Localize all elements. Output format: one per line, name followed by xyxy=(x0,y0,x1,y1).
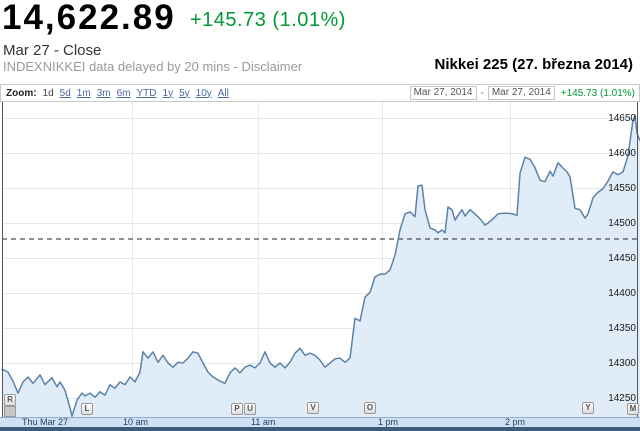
svg-text:14500: 14500 xyxy=(608,218,636,229)
time-axis-label-10-am: 10 am xyxy=(123,417,149,427)
svg-text:14250: 14250 xyxy=(608,393,636,404)
svg-text:14650: 14650 xyxy=(608,113,636,124)
zoom-range-ytd[interactable]: YTD xyxy=(136,87,157,99)
news-flag-y[interactable]: Y xyxy=(582,402,594,414)
svg-text:14300: 14300 xyxy=(608,358,636,369)
news-flag-l[interactable]: L xyxy=(81,403,93,415)
zoom-range-6m[interactable]: 6m xyxy=(116,87,131,99)
zoom-range-all[interactable]: All xyxy=(217,87,229,99)
svg-text:14400: 14400 xyxy=(608,288,636,299)
date-range-separator: - xyxy=(480,87,484,99)
delay-note-text: INDEXNIKKEI data delayed by 20 mins - xyxy=(3,59,242,74)
news-flag-r[interactable]: R xyxy=(4,394,16,406)
range-slider-edge xyxy=(0,427,640,431)
range-change-value: +145.73 (1.01%) xyxy=(560,87,635,99)
zoom-range-links: 1d 5d 1m 3m 6m YTD 1y 5y 10y All xyxy=(43,88,235,99)
time-axis-label-2-pm: 2 pm xyxy=(505,417,526,427)
news-flag-v[interactable]: V xyxy=(307,402,319,414)
time-axis-strip: Thu Mar 27 10 am 11 am 1 pm 2 pm xyxy=(0,417,640,427)
disclaimer-link[interactable]: Disclaimer xyxy=(241,59,303,74)
chart-toolbar: Zoom: 1d 5d 1m 3m 6m YTD 1y 5y 10y All Mar 27, 20… xyxy=(0,84,640,102)
session-label: Mar 27 - Close xyxy=(3,42,102,59)
svg-text:14600: 14600 xyxy=(608,148,636,159)
zoom-range-1y[interactable]: 1y xyxy=(162,87,174,99)
zoom-range-1m[interactable]: 1m xyxy=(76,87,91,99)
time-axis-label-11-am: 11 am xyxy=(251,417,276,427)
chart-caption: Nikkei 225 (27. března 2014) xyxy=(434,56,633,73)
date-from-field[interactable]: Mar 27, 2014 xyxy=(409,86,477,100)
last-price: 14,622.89 xyxy=(2,0,176,37)
svg-text:14450: 14450 xyxy=(608,253,636,264)
zoom-range-5y[interactable]: 5y xyxy=(179,87,190,99)
chart-canvas: 14650 14600 14550 14500 14450 14400 14350 14300… xyxy=(1,102,640,417)
delay-note: INDEXNIKKEI data delayed by 20 mins - Di… xyxy=(3,59,302,74)
news-flag-pole-r[interactable] xyxy=(4,406,16,417)
price-change: +145.73 (1.01%) xyxy=(190,9,346,31)
time-axis-label-1-pm: 1 pm xyxy=(378,417,399,427)
zoom-range-3m[interactable]: 3m xyxy=(96,87,111,99)
zoom-range-1d[interactable]: 1d xyxy=(42,87,54,99)
date-to-field[interactable]: Mar 27, 2014 xyxy=(487,86,555,100)
news-flag-u[interactable]: U xyxy=(244,403,256,415)
news-flag-m[interactable]: M xyxy=(627,403,639,415)
zoom-range-10y[interactable]: 10y xyxy=(195,87,212,99)
news-flag-p[interactable]: P xyxy=(231,403,243,415)
svg-text:14550: 14550 xyxy=(608,183,636,194)
news-flag-o[interactable]: O xyxy=(364,402,376,414)
time-axis-label-thu-mar-27: Thu Mar 27 xyxy=(22,417,69,427)
zoom-label: Zoom: xyxy=(6,87,37,99)
svg-text:14350: 14350 xyxy=(608,323,636,334)
zoom-range-5d[interactable]: 5d xyxy=(59,87,71,99)
